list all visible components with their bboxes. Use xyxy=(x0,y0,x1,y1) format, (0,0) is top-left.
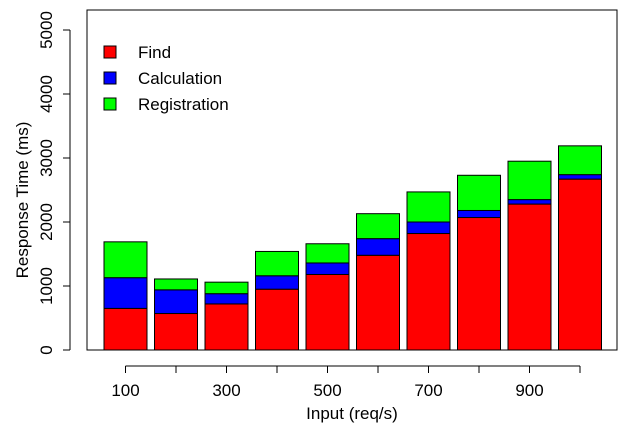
legend: Find Calculation Registration xyxy=(103,43,229,114)
bar-segment-calculation-900 xyxy=(507,199,552,205)
bar-segment-calculation-800 xyxy=(457,209,501,219)
bar-segment-registration-100 xyxy=(103,241,148,279)
bar-segment-find-500 xyxy=(305,273,350,351)
legend-swatch-calculation xyxy=(103,71,117,85)
bar-segment-find-700 xyxy=(406,233,451,351)
x-tick-label: 900 xyxy=(515,381,543,400)
bar-segment-find-400 xyxy=(255,288,299,351)
legend-swatch-find xyxy=(103,45,117,59)
bar-segment-registration-900 xyxy=(507,160,552,201)
legend-swatch-registration xyxy=(103,97,117,111)
y-tick-label: 1000 xyxy=(37,267,56,305)
x-axis: 100 300 500 700 900 xyxy=(111,365,581,400)
bar-segment-registration-500 xyxy=(305,243,350,264)
bar-segment-find-200 xyxy=(154,313,198,351)
x-tick-label: 100 xyxy=(111,381,139,400)
plot-frame xyxy=(86,9,618,351)
bars-layer xyxy=(103,145,602,351)
bar-segment-calculation-400 xyxy=(255,275,299,290)
y-tick-label: 4000 xyxy=(37,75,56,113)
x-tick-label: 700 xyxy=(414,381,442,400)
bar-segment-find-800 xyxy=(457,217,501,351)
bar-segment-registration-600 xyxy=(356,213,400,240)
y-tick-label: 5000 xyxy=(37,11,56,49)
bar-segment-calculation-100 xyxy=(103,277,148,309)
y-tick-label: 0 xyxy=(37,345,56,354)
bar-segment-find-300 xyxy=(204,303,249,351)
bar-segment-find-600 xyxy=(356,254,400,351)
bar-segment-calculation-1000 xyxy=(558,174,602,180)
bar-segment-registration-1000 xyxy=(558,145,602,176)
bar-segment-registration-400 xyxy=(255,250,299,277)
bar-segment-find-1000 xyxy=(558,178,602,351)
bar-segment-calculation-200 xyxy=(154,289,198,315)
bar-segment-registration-700 xyxy=(406,191,451,223)
bar-segment-find-100 xyxy=(103,307,148,351)
bar-segment-calculation-700 xyxy=(406,221,451,235)
legend-label-registration: Registration xyxy=(138,95,229,114)
bar-segment-registration-200 xyxy=(154,278,198,291)
bar-segment-calculation-600 xyxy=(356,238,400,256)
bar-segment-find-900 xyxy=(507,203,552,351)
x-axis-label: Input (req/s) xyxy=(306,404,398,423)
bar-segment-calculation-500 xyxy=(305,262,350,275)
y-tick-label: 3000 xyxy=(37,139,56,177)
y-axis-label: Response Time (ms) xyxy=(13,122,32,279)
x-tick-label: 500 xyxy=(313,381,341,400)
bar-segment-registration-800 xyxy=(457,174,501,211)
bar-segment-calculation-300 xyxy=(204,293,249,305)
y-tick-label: 2000 xyxy=(37,203,56,241)
legend-label-find: Find xyxy=(138,43,171,62)
x-tick-label: 300 xyxy=(212,381,240,400)
y-axis: 0 1000 2000 3000 4000 5000 xyxy=(37,11,71,355)
bar-segment-registration-300 xyxy=(204,281,249,295)
legend-label-calculation: Calculation xyxy=(138,69,222,88)
